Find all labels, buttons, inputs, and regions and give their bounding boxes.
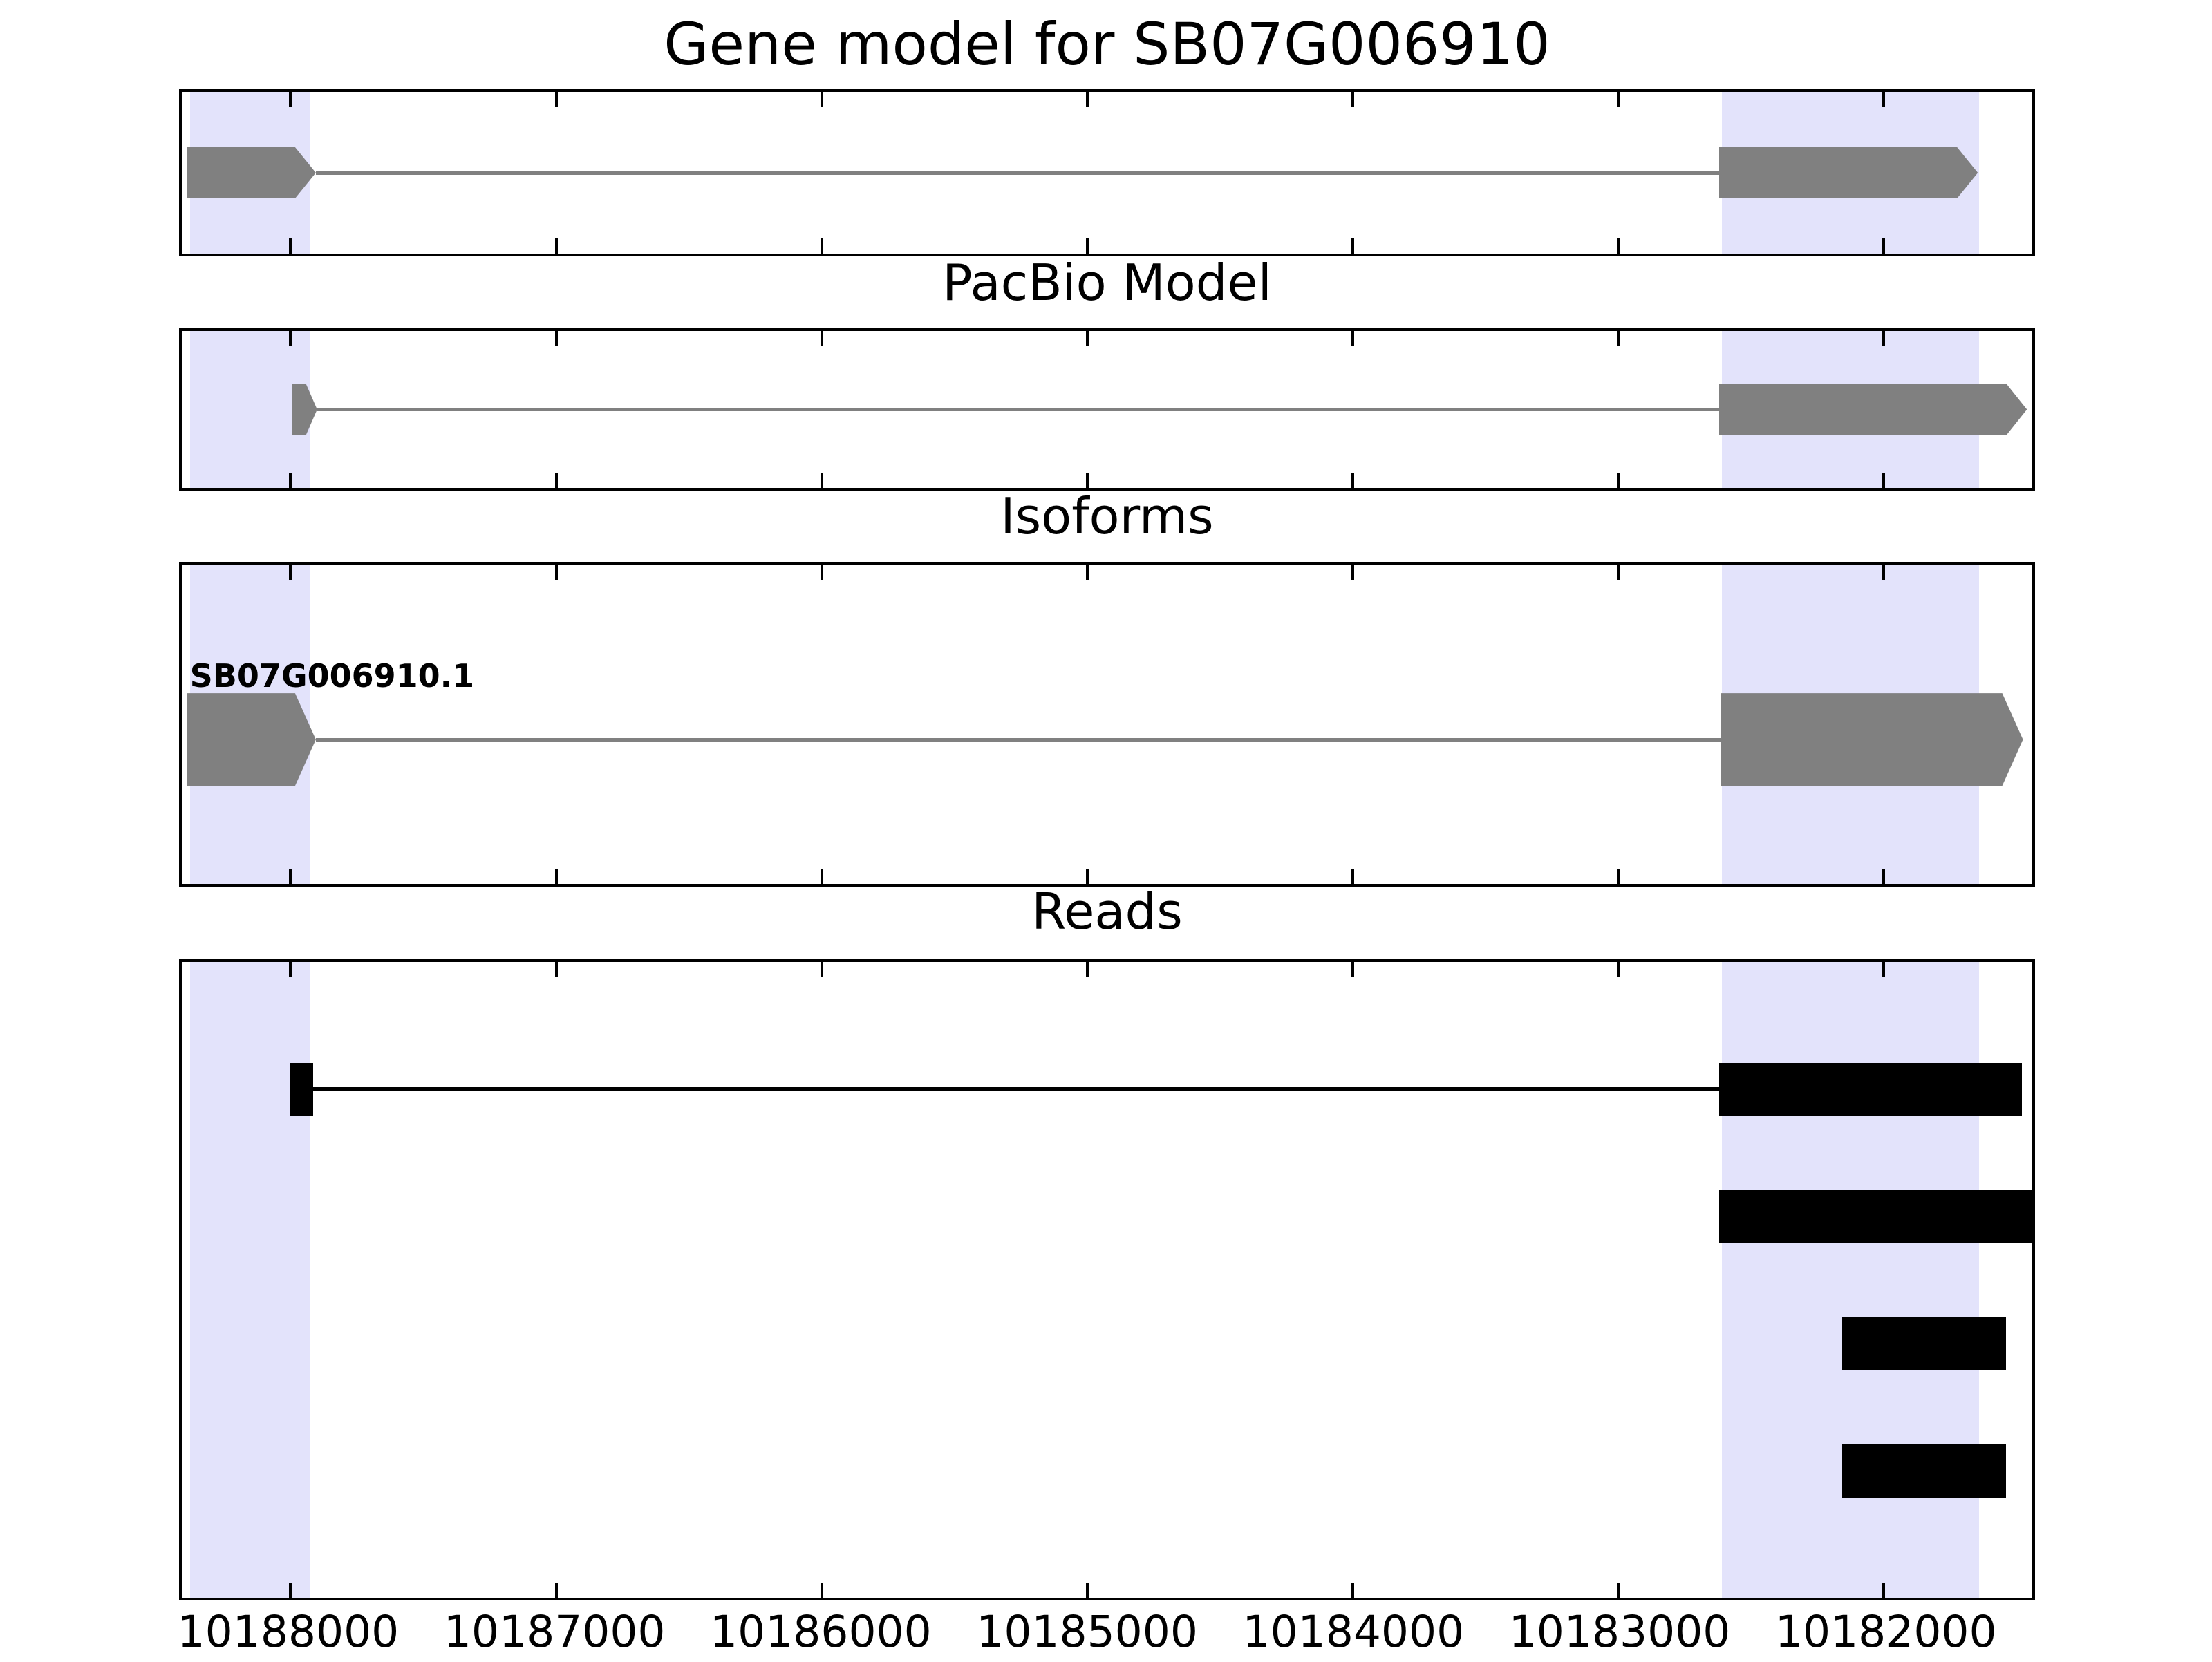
axis-tick: [289, 869, 292, 884]
axis-tick: [289, 92, 292, 107]
exon-arrow: [1721, 693, 2023, 786]
axis-tick: [820, 331, 823, 346]
axis-tick-label: 10184000: [1242, 1607, 1465, 1657]
axis-tick: [554, 473, 558, 488]
panel-isoforms: SB07G006910.1: [179, 562, 2035, 887]
axis-tick: [1351, 869, 1354, 884]
axis-tick: [1351, 962, 1354, 977]
axis-tick: [1351, 92, 1354, 107]
axis-tick: [554, 331, 558, 346]
axis-tick: [1882, 1583, 1885, 1598]
axis-tick: [1085, 473, 1089, 488]
read-block: [1842, 1316, 2006, 1370]
axis-tick: [1882, 331, 1885, 346]
axis-tick: [289, 238, 292, 254]
axis-tick: [1616, 473, 1620, 488]
axis-tick-label: 10186000: [710, 1607, 932, 1657]
axis-tick: [1882, 473, 1885, 488]
panel-reads-plot: [182, 962, 2032, 1598]
axis-tick: [1616, 92, 1620, 107]
read-block: [1842, 1444, 2006, 1498]
axis-tick: [1351, 1583, 1354, 1598]
axis-tick: [1616, 238, 1620, 254]
isoform-label: SB07G006910.1: [189, 657, 475, 695]
axis-tick: [1616, 1583, 1620, 1598]
intron-line: [315, 171, 1719, 175]
axis-tick: [820, 238, 823, 254]
exon-arrow: [1719, 384, 2027, 435]
axis-tick-label: 10182000: [1774, 1607, 1997, 1657]
exon-arrow: [1719, 147, 1978, 198]
axis-tick: [1085, 238, 1089, 254]
axis-tick: [1882, 238, 1885, 254]
axis-tick: [1085, 331, 1089, 346]
axis-tick: [1616, 565, 1620, 580]
axis-tick: [820, 962, 823, 977]
exon-arrow: [292, 384, 317, 435]
axis-tick: [1085, 962, 1089, 977]
panel-title-reads: Reads: [1031, 882, 1183, 941]
figure-title: Gene model for SB07G006910: [664, 10, 1550, 78]
axis-tick-label: 10183000: [1508, 1607, 1731, 1657]
axis-tick: [820, 473, 823, 488]
highlight-band: [189, 962, 311, 1598]
axis-tick: [289, 473, 292, 488]
axis-tick: [1085, 92, 1089, 107]
axis-tick: [820, 92, 823, 107]
axis-tick: [1351, 238, 1354, 254]
panel-isoforms-plot: SB07G006910.1: [182, 565, 2032, 884]
axis-tick: [1085, 1583, 1089, 1598]
panel-pacbio-model: [179, 328, 2035, 491]
axis-tick: [1616, 869, 1620, 884]
panel-reads: [179, 959, 2035, 1600]
axis-tick: [289, 331, 292, 346]
axis-tick: [1882, 869, 1885, 884]
exon-arrow: [187, 147, 316, 198]
axis-tick: [1616, 962, 1620, 977]
panel-title-isoforms: Isoforms: [1000, 487, 1214, 545]
axis-tick: [554, 92, 558, 107]
panel-title-pacbio: PacBio Model: [942, 254, 1272, 312]
axis-tick: [1085, 565, 1089, 580]
axis-tick: [820, 565, 823, 580]
x-axis-tick-labels: 10188000 10187000 10186000 10185000 10184000…: [177, 1607, 2035, 1662]
read-junction-line: [313, 1087, 1719, 1091]
axis-tick: [1085, 869, 1089, 884]
panel-gene-model-plot: [182, 92, 2032, 254]
axis-tick: [289, 962, 292, 977]
axis-tick: [1882, 565, 1885, 580]
axis-tick: [1351, 331, 1354, 346]
intron-line: [315, 737, 1721, 742]
axis-tick: [554, 869, 558, 884]
read-block: [1718, 1189, 2032, 1243]
read-block: [290, 1062, 314, 1116]
axis-tick: [1351, 473, 1354, 488]
axis-tick-label: 10187000: [443, 1607, 666, 1657]
axis-tick: [1882, 962, 1885, 977]
highlight-band: [189, 331, 311, 488]
axis-tick: [1351, 565, 1354, 580]
axis-tick: [820, 1583, 823, 1598]
axis-tick: [289, 565, 292, 580]
axis-tick: [1616, 331, 1620, 346]
axis-tick: [554, 962, 558, 977]
axis-tick: [289, 1583, 292, 1598]
panel-pacbio-plot: [182, 331, 2032, 488]
highlight-band: [1721, 962, 1980, 1598]
panel-gene-model: [179, 89, 2035, 256]
exon-arrow: [187, 693, 316, 786]
axis-tick: [554, 238, 558, 254]
axis-tick: [820, 869, 823, 884]
axis-tick-label: 10188000: [177, 1607, 400, 1657]
axis-tick-label: 10185000: [976, 1607, 1198, 1657]
intron-line: [317, 408, 1719, 411]
read-block: [1718, 1062, 2022, 1116]
axis-tick: [1882, 92, 1885, 107]
axis-tick: [554, 1583, 558, 1598]
axis-tick: [554, 565, 558, 580]
